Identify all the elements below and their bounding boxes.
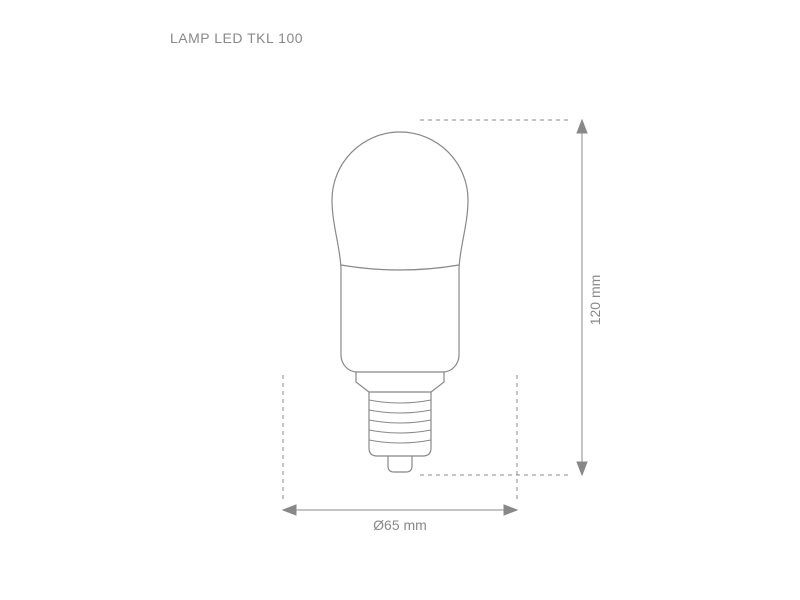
height-extension-lines — [420, 120, 572, 475]
height-label: 120 mm — [587, 275, 603, 326]
technical-drawing: Ø65 mm 120 mm — [0, 0, 800, 600]
width-label: Ø65 mm — [373, 517, 427, 533]
width-extension-lines — [283, 375, 517, 500]
width-dimension — [283, 505, 517, 515]
bulb-outline — [332, 132, 468, 472]
height-dimension — [577, 120, 587, 475]
